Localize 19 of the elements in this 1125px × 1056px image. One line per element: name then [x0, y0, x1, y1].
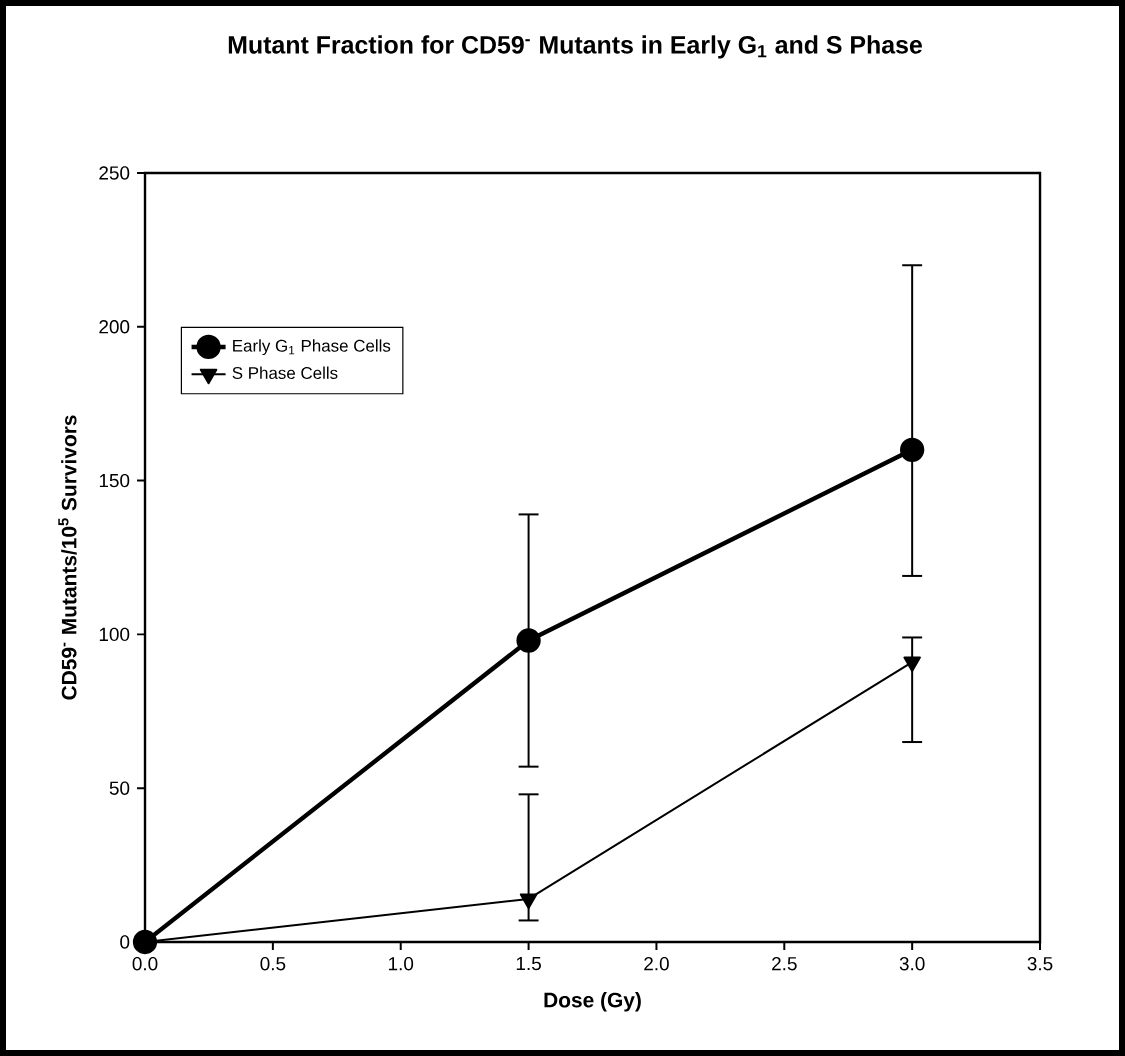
x-tick-label: 2.0 [644, 956, 669, 971]
x-tick-label: 3.5 [1027, 956, 1053, 971]
y-tick-label: 200 [99, 320, 130, 334]
y-tick-label: 250 [99, 166, 130, 180]
legend-label: S Phase Cells [232, 366, 338, 379]
y-axis-title: CD59$^{-}$ Mutants/10$^{5}$ Survivors [58, 415, 77, 700]
y-tick-label: 150 [99, 473, 130, 488]
chart-title: Mutant Fraction for CD59$^{-}$ Mutants in Early G$_{1}$ and S Phase [228, 35, 922, 59]
x-tick-label: 0.5 [260, 956, 286, 971]
legend-label: Early G$_{1}$ Phase Cells [233, 339, 391, 356]
y-tick-label: 50 [109, 781, 130, 795]
x-tick-label: 1.0 [389, 956, 414, 971]
y-tick-label: 0 [120, 935, 130, 949]
x-tick-label: 2.5 [772, 956, 797, 971]
x-tick-label: 1.5 [516, 956, 541, 971]
x-tick-label: 3.0 [899, 956, 925, 971]
y-tick-label: 100 [99, 627, 130, 642]
x-axis-title: Dose (Gy) [544, 992, 641, 1012]
x-tick-label: 0.0 [132, 956, 158, 971]
